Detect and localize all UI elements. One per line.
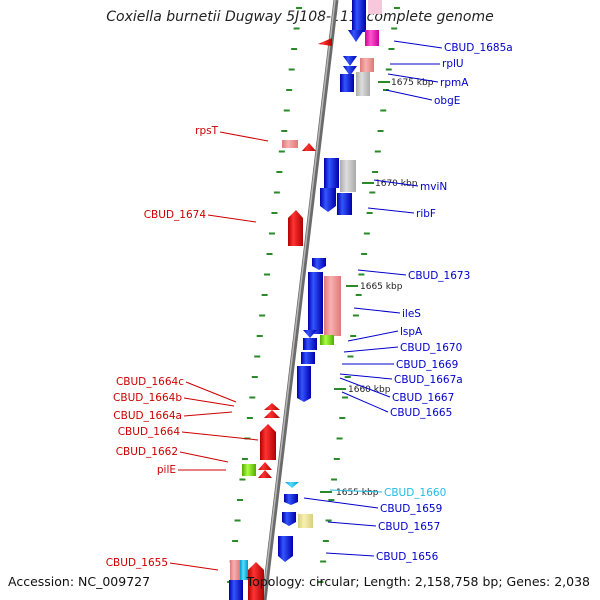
gene-label[interactable]: ileS: [402, 308, 421, 320]
kbp-label: 1655 kbp: [336, 488, 379, 498]
gene-feature-cyan[interactable]: [240, 560, 248, 580]
gene-label[interactable]: CBUD_1669: [396, 359, 458, 371]
gene-feature-blue[interactable]: [297, 366, 311, 402]
accession-text: Accession: NC_009727: [8, 574, 151, 589]
gene-label[interactable]: CBUD_1667a: [394, 374, 463, 386]
gene-feature-blue[interactable]: [282, 512, 296, 526]
gene-label[interactable]: CBUD_1662: [116, 446, 178, 458]
gene-label[interactable]: ribF: [416, 208, 436, 220]
kbp-label: 1660 kbp: [348, 385, 391, 395]
gene-feature-red[interactable]: [260, 424, 276, 460]
gene-feature-blue[interactable]: [303, 338, 317, 350]
gene-label[interactable]: CBUD_1655: [106, 557, 168, 569]
gene-feature-red[interactable]: [318, 38, 332, 46]
reverse-strand-genes: [230, 38, 332, 600]
gene-feature-blue[interactable]: [352, 0, 366, 32]
gene-label[interactable]: CBUD_1659: [380, 503, 442, 515]
gene-label[interactable]: rplU: [442, 58, 464, 70]
gene-feature-blue[interactable]: [312, 258, 326, 270]
map-title: Coxiella burnetii Dugway 5J108-111, comp…: [106, 9, 494, 25]
gene-label[interactable]: rpsT: [195, 125, 218, 137]
kbp-label: 1670 kbp: [375, 179, 418, 189]
gene-label[interactable]: CBUD_1667: [392, 392, 454, 404]
gene-feature-blue[interactable]: [340, 74, 354, 92]
gene-feature-red[interactable]: [264, 403, 280, 410]
reverse-gene-labels: rpsT CBUD_1674 CBUD_1664c CBUD_1664b CBU…: [106, 125, 269, 571]
gene-feature-pink[interactable]: [360, 58, 374, 72]
gene-feature-blue[interactable]: [348, 30, 364, 42]
gene-feature-blue[interactable]: [278, 536, 293, 562]
gene-feature-blue[interactable]: [343, 66, 357, 76]
gene-feature-green[interactable]: [320, 335, 334, 345]
gene-label[interactable]: lspA: [400, 326, 423, 338]
genome-backbone-highlight: [262, 0, 336, 600]
scale-ticks: [227, 7, 400, 583]
gene-feature-blue[interactable]: [303, 330, 317, 338]
gene-feature-red[interactable]: [288, 210, 303, 246]
gene-feature-pink[interactable]: [282, 140, 298, 148]
gene-feature-blue[interactable]: [308, 272, 323, 334]
gene-label[interactable]: CBUD_1664a: [113, 410, 182, 422]
gene-feature-pink[interactable]: [368, 0, 382, 14]
gene-feature-pink[interactable]: [230, 560, 240, 580]
gene-label[interactable]: CBUD_1670: [400, 342, 462, 354]
gene-feature-blue[interactable]: [320, 188, 336, 212]
gene-feature-gray[interactable]: [340, 160, 356, 192]
gene-label[interactable]: CBUD_1664: [118, 426, 181, 438]
gene-feature-red[interactable]: [248, 562, 264, 600]
gene-feature-green[interactable]: [242, 464, 256, 476]
gene-feature-blue[interactable]: [337, 193, 352, 215]
gene-label[interactable]: CBUD_1673: [408, 270, 470, 282]
gene-feature-red[interactable]: [258, 470, 272, 478]
genome-summary-text: Topology: circular; Length: 2,158,758 bp…: [246, 574, 590, 589]
gene-feature-blue[interactable]: [229, 580, 243, 600]
gene-feature-magenta[interactable]: [365, 30, 379, 46]
gene-feature-red[interactable]: [264, 410, 280, 418]
gene-label[interactable]: rpmA: [440, 77, 469, 89]
gene-feature-red[interactable]: [302, 143, 316, 151]
forward-gene-labels: CBUD_1685a rplU rpmA obgE mviN ribF CBUD…: [303, 40, 513, 563]
gene-label[interactable]: mviN: [420, 181, 447, 193]
gene-feature-pink[interactable]: [324, 276, 341, 336]
kbp-label: 1665 kbp: [360, 282, 403, 292]
gene-label[interactable]: CBUD_1664b: [113, 392, 182, 404]
gene-feature-cyan[interactable]: [285, 482, 299, 488]
gene-feature-gray[interactable]: [356, 72, 370, 96]
gene-label[interactable]: CBUD_1665: [390, 407, 452, 419]
kbp-label: 1675 kbp: [391, 78, 434, 88]
genome-backbone: [261, 0, 339, 600]
gene-label[interactable]: pilE: [157, 464, 176, 476]
gene-label[interactable]: obgE: [434, 95, 460, 107]
gene-feature-yellow[interactable]: [298, 514, 313, 528]
gene-feature-blue[interactable]: [324, 158, 339, 188]
gene-label[interactable]: CBUD_1664c: [116, 376, 184, 388]
gene-label[interactable]: CBUD_1656: [376, 551, 439, 563]
gene-label[interactable]: CBUD_1685a: [444, 42, 513, 54]
gene-feature-blue[interactable]: [343, 56, 357, 66]
gene-feature-blue[interactable]: [301, 352, 315, 364]
gene-feature-blue[interactable]: [284, 494, 298, 505]
gene-label[interactable]: CBUD_1674: [144, 209, 207, 221]
gene-label-highlighted[interactable]: CBUD_1660: [384, 487, 446, 499]
forward-strand-genes: [229, 0, 382, 600]
gene-label[interactable]: CBUD_1657: [378, 521, 440, 533]
gene-feature-red[interactable]: [258, 462, 272, 470]
